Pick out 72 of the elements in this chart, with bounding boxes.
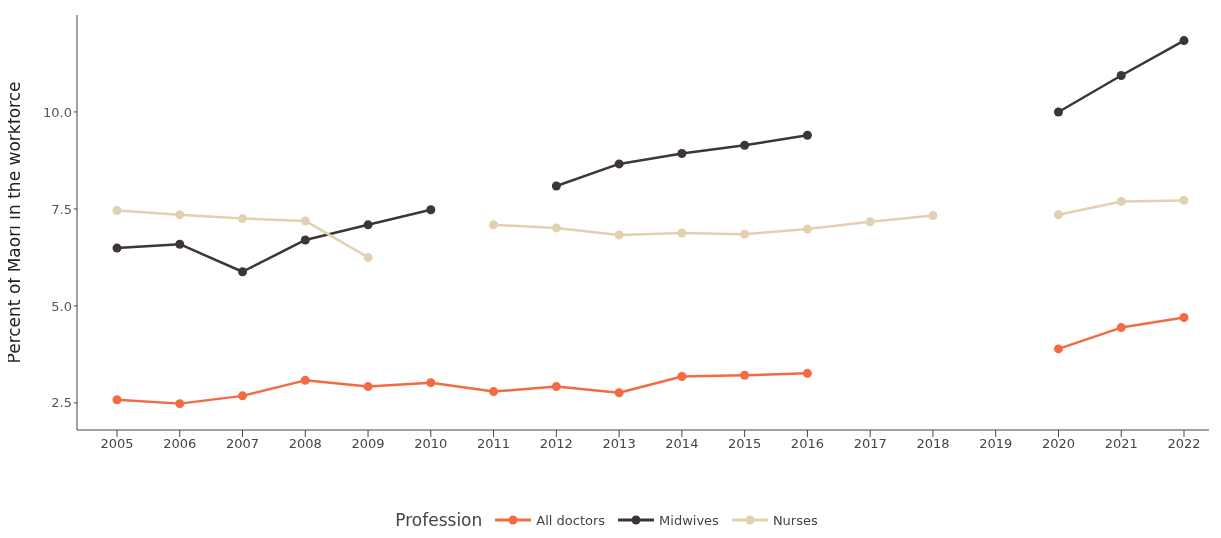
point [1179,36,1189,46]
x-tick-label: 2006 [163,436,197,452]
x-tick-label: 2008 [288,436,322,452]
legend-label: All doctors [536,512,606,528]
point [175,399,185,409]
point [551,181,561,191]
legend-label: Nurses [772,512,818,528]
point [677,371,687,381]
x-tick-label: 2005 [100,436,134,452]
point [238,267,248,277]
point [740,229,750,239]
x-tick-label: 2018 [916,436,950,452]
x-tick-label: 2017 [853,436,887,452]
point [363,220,373,230]
point [238,214,248,224]
point [614,230,624,240]
x-tick-label: 2021 [1104,436,1138,452]
point [551,223,561,233]
point [112,243,122,253]
legend-label: Midwives [659,512,719,528]
point [112,205,122,215]
x-tick-label: 2010 [414,436,448,452]
point [175,210,185,220]
x-tick-label: 2019 [979,436,1013,452]
point [740,370,750,380]
x-tick-label: 2022 [1167,436,1201,452]
y-tick-label: 5.0 [51,298,72,314]
point [300,216,310,226]
point [112,395,122,405]
point [175,239,185,249]
point [1116,71,1126,80]
point [614,388,624,398]
x-tick-label: 2013 [602,436,636,452]
legend-title: Profession [395,510,483,530]
x-tick-label: 2012 [539,436,573,452]
x-tick-label: 2007 [225,436,260,452]
point [1053,107,1063,117]
point [802,130,812,140]
x-tick-label: 2011 [477,436,511,452]
point [802,224,812,234]
point [740,140,750,150]
point [928,211,938,221]
point [1116,323,1126,333]
point [489,220,499,230]
x-tick-label: 2016 [790,436,824,452]
y-axis-title: Percent of Māori in the workforce [4,81,25,364]
point [363,382,373,392]
point [426,205,436,215]
point [551,382,561,392]
x-tick-label: 2015 [728,436,762,452]
point [1179,195,1189,205]
y-tick-label: 7.5 [51,201,72,217]
y-tick-label: 2.5 [51,395,72,411]
point [1116,197,1126,207]
point [614,159,624,169]
point [1053,210,1063,220]
point [489,387,499,397]
point [300,375,310,385]
x-tick-label: 2014 [665,436,699,452]
point [1179,313,1189,323]
point [300,235,310,245]
x-tick-label: 2009 [351,436,385,452]
point [802,368,812,378]
point [238,391,248,401]
y-tick-label: 10.0 [43,104,72,120]
point [677,148,687,158]
x-tick-label: 2020 [1041,436,1076,452]
point [426,378,436,388]
point [1053,344,1063,354]
point [363,252,373,262]
point [865,217,875,227]
point [677,228,687,238]
